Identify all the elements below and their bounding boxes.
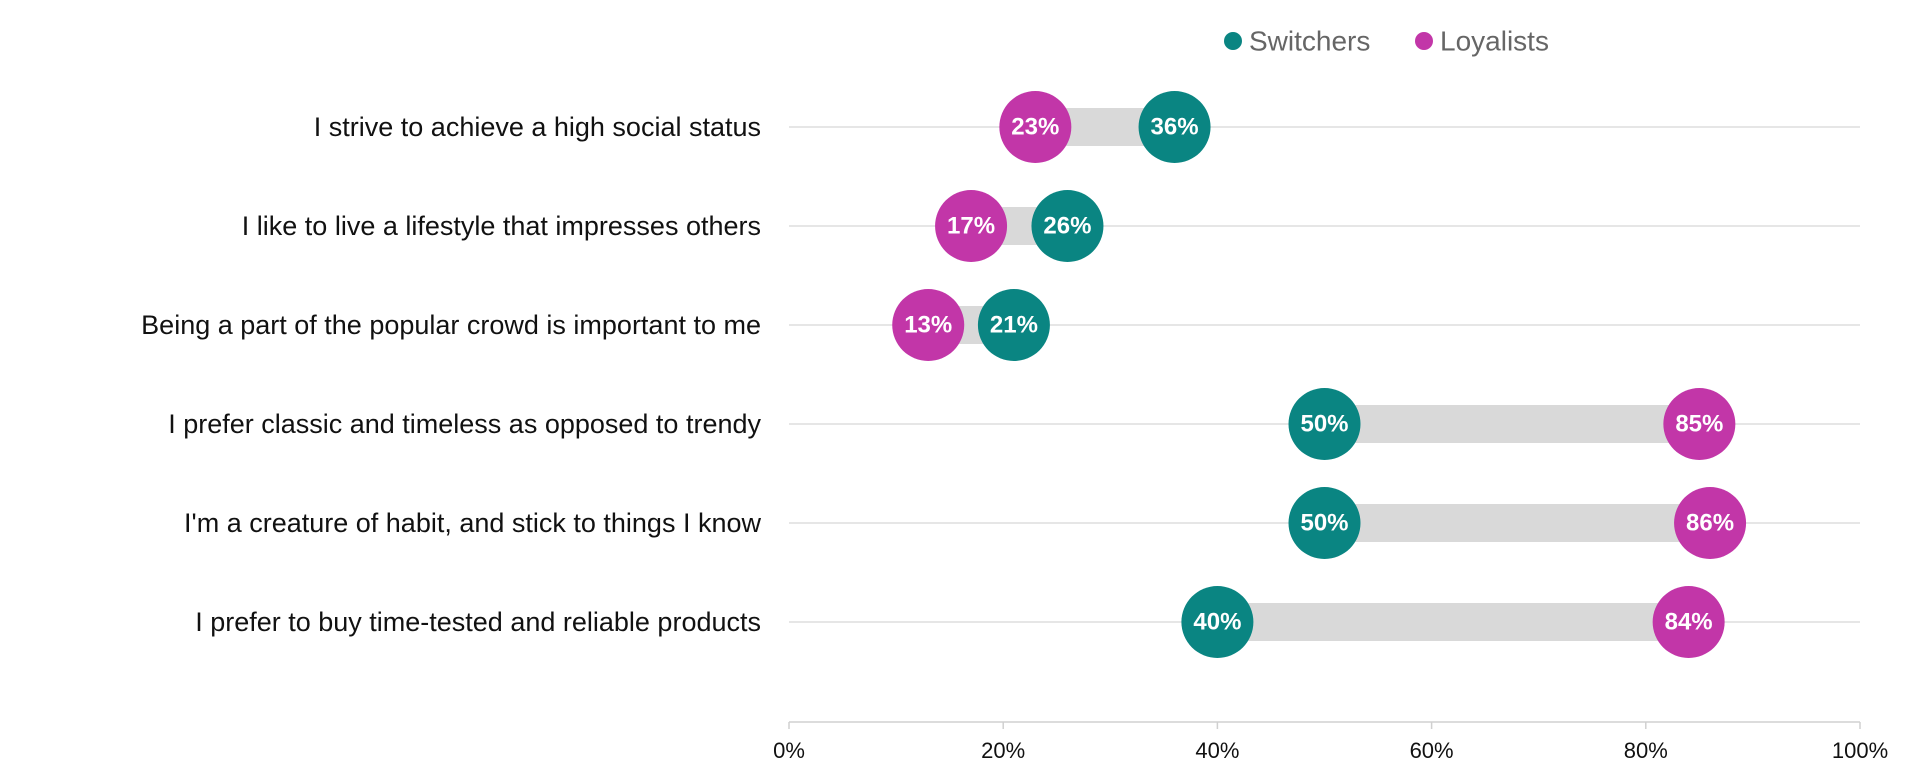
loyalists-value-label: 85% — [1675, 411, 1723, 438]
category-label: I like to live a lifestyle that impresse… — [242, 211, 761, 241]
loyalists-marker — [935, 190, 1008, 262]
x-tick-label: 40% — [1195, 738, 1239, 763]
switchers-marker — [1031, 190, 1104, 262]
legend-switchers-swatch — [1224, 32, 1242, 50]
loyalists-marker — [999, 91, 1072, 163]
switchers-marker — [1181, 586, 1254, 658]
loyalists-value-label: 23% — [1011, 114, 1059, 141]
loyalists-marker — [892, 289, 965, 361]
switchers-marker — [1138, 91, 1211, 163]
switchers-marker — [1288, 388, 1361, 460]
switchers-value-label: 50% — [1300, 510, 1348, 537]
category-label: I prefer classic and timeless as opposed… — [168, 409, 761, 439]
switchers-value-label: 36% — [1151, 114, 1199, 141]
legend-switchers-label: Switchers — [1249, 26, 1370, 57]
legend-loyalists-label: Loyalists — [1440, 26, 1549, 57]
loyalists-value-label: 17% — [947, 213, 995, 240]
switchers-value-label: 21% — [990, 312, 1038, 339]
loyalists-value-label: 13% — [904, 312, 952, 339]
loyalists-value-label: 84% — [1665, 609, 1713, 636]
loyalists-value-label: 86% — [1686, 510, 1734, 537]
category-label: I strive to achieve a high social status — [314, 112, 761, 142]
switchers-value-label: 26% — [1043, 213, 1091, 240]
switchers-value-label: 50% — [1300, 411, 1348, 438]
switchers-marker — [977, 289, 1050, 361]
markers: 36% 26% 21% 50% 50% 40% 23% 17% 13% 85% 86% 84% — [892, 91, 1747, 658]
connector-bar — [1324, 405, 1700, 443]
x-tick-label: 100% — [1832, 738, 1888, 763]
connectors — [928, 108, 1711, 641]
category-label: Being a part of the popular crowd is imp… — [141, 310, 761, 340]
category-label: I'm a creature of habit, and stick to th… — [184, 508, 761, 538]
switchers-marker — [1288, 487, 1361, 559]
legend-loyalists-swatch — [1415, 32, 1433, 50]
x-tick-label: 20% — [981, 738, 1025, 763]
x-tick-label: 0% — [773, 738, 805, 763]
x-axis: 0% 20% 40% 60% 80% 100% — [773, 721, 1888, 763]
legend: Switchers Loyalists — [1224, 26, 1549, 57]
loyalists-marker — [1663, 388, 1736, 460]
category-labels: I strive to achieve a high social status… — [141, 112, 761, 637]
connector-bar — [1324, 504, 1711, 542]
x-tick-label: 80% — [1624, 738, 1668, 763]
connector-bar — [1217, 603, 1689, 641]
loyalists-marker — [1674, 487, 1747, 559]
loyalists-marker — [1652, 586, 1725, 658]
switchers-value-label: 40% — [1193, 609, 1241, 636]
category-label: I prefer to buy time-tested and reliable… — [195, 607, 761, 637]
x-tick-label: 60% — [1410, 738, 1454, 763]
